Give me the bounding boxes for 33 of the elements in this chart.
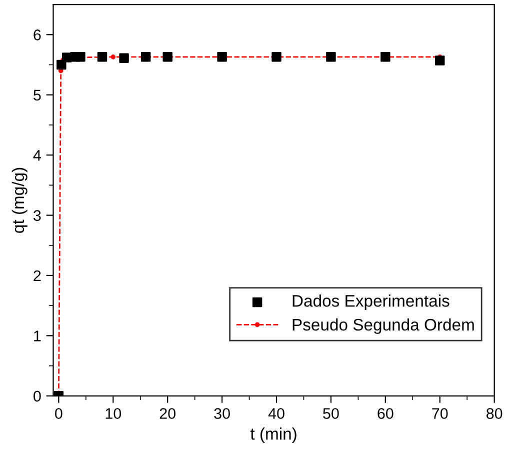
legend-label: Pseudo Segunda Ordem (292, 318, 474, 334)
point (380, 52, 390, 62)
y-tick-label: 2 (34, 270, 41, 282)
y-tick-label: 4 (33, 150, 41, 161)
point (62, 52, 72, 62)
y-axis-title: qt (mg/g) (12, 168, 28, 233)
x-tick-label: 10 (106, 408, 122, 419)
point (56, 60, 66, 70)
x-tick-label: 60 (378, 408, 394, 419)
point (326, 52, 336, 62)
legend-label: Dados Experimentais (292, 294, 450, 310)
y-tick-label: 1 (34, 330, 41, 342)
point (97, 52, 108, 62)
point (217, 52, 227, 62)
y-tick-label: 6 (34, 30, 41, 40)
x-tick-label: 0 (55, 408, 62, 419)
y-tick-label: 5 (34, 90, 41, 101)
x-tick-label: 50 (323, 408, 339, 419)
point (119, 53, 129, 63)
y-tick-label: 0 (34, 390, 41, 402)
x-axis-title: t (min) (250, 427, 296, 444)
y-tick-label: 3 (34, 210, 41, 221)
point (272, 52, 282, 62)
point (435, 56, 445, 66)
point (162, 52, 172, 62)
point (110, 54, 116, 60)
x-tick-label: 40 (268, 408, 284, 419)
x-tick-label: 30 (214, 408, 230, 419)
point (140, 52, 151, 62)
x-tick-label: 80 (486, 408, 502, 419)
x-tick-label: 70 (432, 408, 448, 419)
x-tick-label: 20 (160, 408, 176, 419)
point (76, 52, 86, 62)
